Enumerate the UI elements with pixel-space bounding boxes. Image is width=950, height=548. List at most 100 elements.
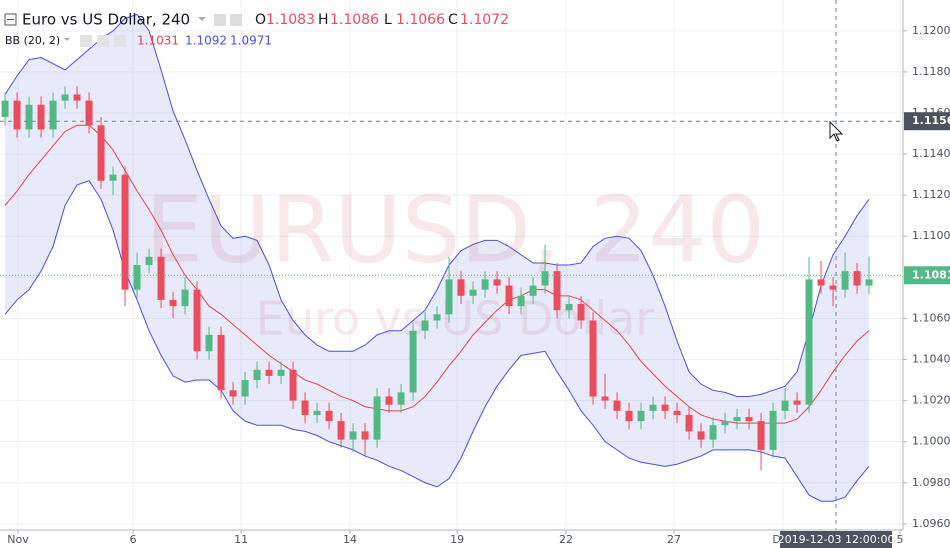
symbol-menu[interactable] (198, 17, 206, 21)
ohlc-label: O (255, 12, 266, 28)
candle-body (769, 410, 777, 450)
candle-body (217, 334, 225, 391)
candle-body (673, 410, 681, 415)
candle-body (757, 421, 765, 450)
candle-body (745, 417, 753, 422)
candle-body (157, 256, 165, 300)
indicator-value: 1.1092 (185, 34, 227, 48)
candle-body (697, 431, 705, 440)
x-tick-label: 5 (897, 533, 904, 546)
indicator-settings[interactable] (80, 35, 92, 47)
crosshair-price-box (904, 112, 950, 131)
y-tick-label: 1.1100 (912, 229, 950, 242)
ohlc-label: C (448, 12, 458, 28)
ohlc-value: 1.1072 (460, 12, 509, 28)
candle-body (721, 421, 729, 426)
candle-body (193, 289, 201, 352)
candle-body (301, 400, 309, 415)
candle-body (793, 400, 801, 405)
visibility-icon[interactable] (230, 14, 242, 26)
candle-body (409, 330, 417, 393)
candle-body (97, 125, 105, 181)
candle-body (121, 174, 129, 290)
crosshair-time-box (780, 531, 893, 548)
candle-body (709, 425, 717, 440)
candle-body (517, 295, 525, 307)
x-tick-label: 6 (130, 533, 137, 546)
candle-body (733, 417, 741, 422)
ohlc-value: 1.1066 (396, 12, 445, 28)
x-tick-label: 11 (234, 533, 248, 546)
candle-body (841, 271, 849, 290)
x-tick-label: 22 (559, 533, 573, 546)
candle-body (625, 410, 633, 422)
indicator-visibility[interactable] (97, 35, 109, 47)
candle-body (541, 271, 549, 286)
axes: 1.0960 1.0980 1.1000 1.1020 1.1040 1.1060 1.10… (7, 24, 950, 548)
candle-body (1, 100, 9, 118)
y-tick-label: 1.1060 (912, 311, 950, 324)
candle-body (601, 396, 609, 401)
candle-body (781, 400, 789, 411)
y-tick-label: 1.1000 (912, 435, 950, 448)
candle-body (337, 421, 345, 440)
watermark-symbol: EURUSD, 240 (145, 176, 765, 283)
candle-body (241, 380, 249, 397)
candle-body (829, 285, 837, 290)
y-tick-label: 1.1200 (912, 24, 950, 37)
candle-body (565, 304, 573, 311)
candle-body (397, 392, 405, 405)
candle-body (109, 174, 117, 181)
candle-body (73, 94, 81, 101)
candle-body (145, 256, 153, 265)
y-tick-label: 1.0960 (912, 517, 950, 530)
watermark-description: Euro vs US Dollar (256, 292, 655, 346)
candle-body (361, 431, 369, 440)
candle-body (325, 410, 333, 422)
candle-body (265, 369, 273, 376)
candle-body (481, 279, 489, 290)
grid (0, 0, 903, 530)
candle-body (85, 100, 93, 126)
legend-header: Euro vs US Dollar, 240 BB (20, 2) O 1.108… (4, 11, 509, 48)
indicator-menu[interactable] (64, 38, 70, 41)
candle-body (13, 100, 21, 130)
candle-body (373, 396, 381, 440)
y-tick-label: 1.0980 (912, 476, 950, 489)
collapse-icon[interactable] (4, 13, 17, 26)
candle-body (469, 289, 477, 296)
band-line (4, 13, 870, 397)
candle-body (229, 390, 237, 397)
candle-body (205, 334, 213, 352)
candle-body (529, 285, 537, 296)
candle-body (493, 279, 501, 286)
candle-body (865, 279, 873, 286)
x-tick-label: 14 (343, 533, 357, 546)
candle-body (181, 289, 189, 307)
settings-icon[interactable] (214, 14, 226, 26)
candle-body (577, 304, 585, 321)
candle-body (421, 320, 429, 331)
candle-body (61, 94, 69, 101)
ohlc-label: L (384, 12, 392, 28)
candle-body (133, 265, 141, 290)
x-tick-label: Nov (7, 533, 29, 546)
candle-body (445, 279, 453, 315)
ohlc-label: H (318, 12, 329, 28)
y-tick-label: 1.1120 (912, 188, 950, 201)
band-line (4, 180, 870, 502)
candle-body (49, 100, 57, 130)
ohlc-value: 1.1086 (330, 12, 379, 28)
y-tick-label: 1.1140 (912, 147, 950, 160)
candle-body (661, 404, 669, 411)
candle-body (433, 314, 441, 321)
y-tick-label: 1.1020 (912, 394, 950, 407)
indicator-remove[interactable] (114, 35, 126, 47)
indicator-value: 1.1031 (137, 34, 179, 48)
candle-body (457, 279, 465, 296)
last-price-box (904, 266, 950, 285)
candle-body (505, 285, 513, 307)
x-tick-label: 19 (450, 533, 464, 546)
